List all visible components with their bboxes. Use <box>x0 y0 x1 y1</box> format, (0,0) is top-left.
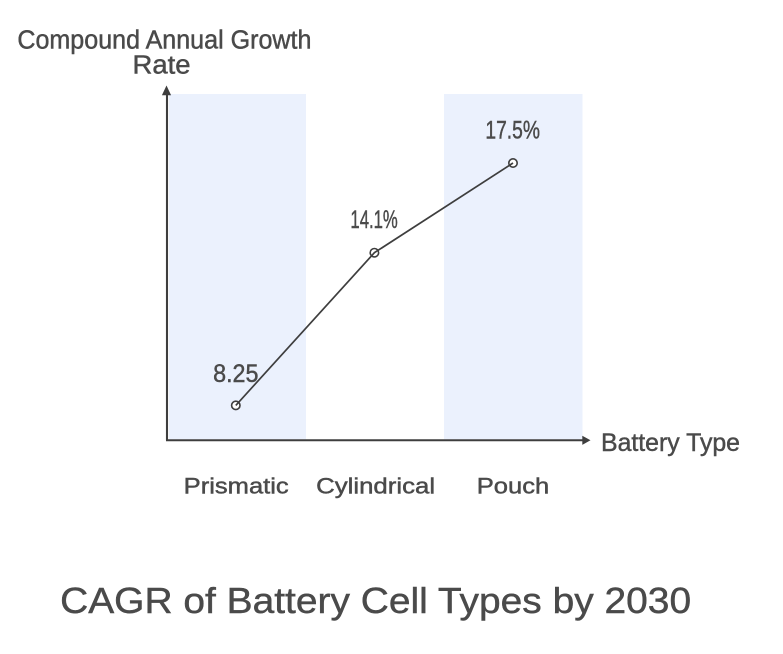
svg-text:Pouch: Pouch <box>477 473 550 498</box>
svg-text:CAGR of Battery Cell Types by: CAGR of Battery Cell Types by 2030 <box>60 580 691 621</box>
svg-text:Prismatic: Prismatic <box>184 473 289 498</box>
svg-text:Battery Type: Battery Type <box>601 429 740 457</box>
svg-text:8.25: 8.25 <box>213 360 258 388</box>
svg-text:14.1%: 14.1% <box>350 206 397 234</box>
svg-text:Compound Annual Growth: Compound Annual Growth <box>17 27 311 55</box>
svg-text:Cylindrical: Cylindrical <box>316 473 435 498</box>
svg-text:17.5%: 17.5% <box>485 117 540 145</box>
svg-text:Rate: Rate <box>133 51 191 79</box>
